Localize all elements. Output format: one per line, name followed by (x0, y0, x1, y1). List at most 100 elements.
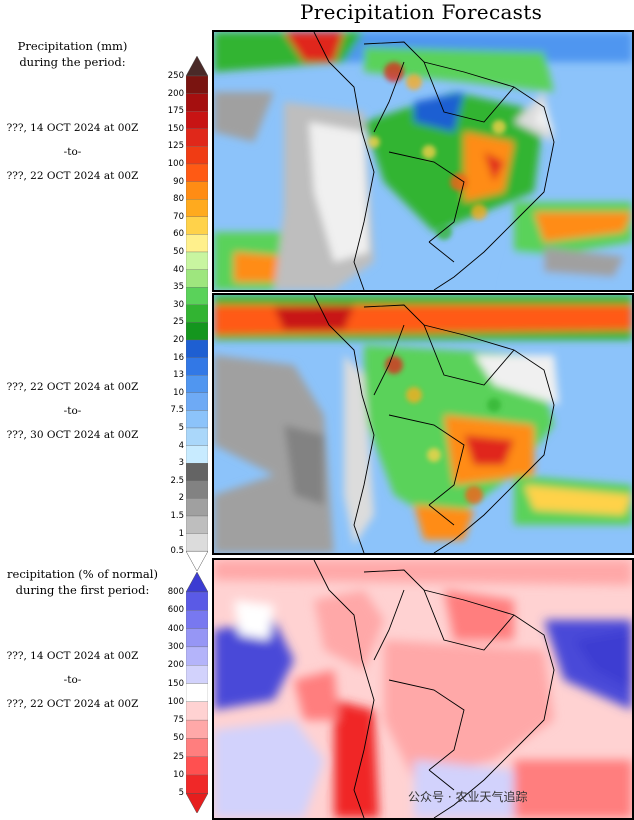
pct-bar-band (186, 756, 208, 776)
pct-bar-band (186, 738, 208, 757)
mm-bar-band (186, 427, 208, 446)
precip-map-week2 (212, 293, 634, 555)
precip-percent-normal-map (212, 558, 634, 820)
pct-legend-ticks: 800 600 400 300 200 150 100 75 50 25 10 5 (140, 0, 184, 820)
mm-tick-label: 80 (173, 194, 184, 205)
pct-bar-top-tip (186, 572, 208, 593)
precip-map-week1 (212, 30, 634, 292)
mm-bar-band (186, 339, 208, 358)
pct-tick-label: 100 (167, 696, 184, 707)
mm-bar-band (186, 322, 208, 341)
mm-tick-label: 1.5 (170, 511, 184, 521)
mm-tick-label: 25 (173, 317, 184, 328)
mm-tick-label: 200 (167, 88, 184, 99)
pct-bar-band (186, 665, 208, 684)
mm-tick-label: 30 (173, 299, 184, 310)
mm-tick-label: 125 (167, 141, 184, 152)
mm-tick-label: 13 (173, 370, 184, 381)
mm-bar-band (186, 199, 208, 217)
panel2-date-to-word: -to- (63, 405, 82, 417)
pct-tick-label: 25 (173, 751, 184, 762)
pct-bar-band (186, 591, 208, 611)
mm-bar-band (186, 269, 208, 288)
mm-bar-band (186, 533, 208, 552)
pct-bar-band (186, 646, 208, 666)
mm-bar-band (186, 234, 208, 253)
mm-bar-band (186, 463, 208, 481)
mm-legend-ticks: 250 200 175 150 125 100 90 80 70 60 50 40 35 30 25 20 16… (140, 0, 184, 820)
mm-bar-band (186, 111, 208, 129)
pct-bar-band (186, 628, 208, 648)
mm-tick-label: 2.5 (170, 475, 184, 486)
pct-tick-label: 300 (167, 641, 184, 652)
pct-tick-label: 75 (173, 715, 184, 726)
mm-bar-band (186, 480, 208, 499)
mm-bar-band (186, 357, 208, 376)
panel3-heading-line2: during the first period: (15, 583, 150, 597)
mm-tick-label: 175 (167, 106, 184, 117)
pct-tick-label: 50 (173, 733, 184, 744)
mm-tick-label: 10 (173, 387, 184, 398)
mm-bar-band (186, 498, 208, 517)
mm-bar-band (186, 216, 208, 235)
mm-bar-band (186, 251, 208, 270)
panel1-date-to-word: -to- (63, 146, 82, 158)
mm-tick-label: 5 (178, 423, 184, 433)
panel2-date-from: ???, 22 OCT 2024 at 00Z (6, 381, 139, 393)
mm-bar-band (186, 392, 208, 411)
mm-bar-band (186, 375, 208, 393)
mm-bar-band (186, 181, 208, 200)
panel2-date-to: ???, 30 OCT 2024 at 00Z (6, 429, 139, 441)
pct-bar-band (186, 683, 208, 702)
mm-tick-label: 250 (167, 71, 184, 81)
panel3-date-to: ???, 22 OCT 2024 at 00Z (6, 698, 139, 710)
panel3-heading: recipitation (% of normal) during the fi… (0, 566, 165, 598)
mm-tick-label: 16 (173, 352, 184, 363)
panel3-date-from: ???, 14 OCT 2024 at 00Z (6, 650, 139, 662)
watermark-text: 公众号 · 农业天气追踪 (408, 790, 528, 804)
pct-bar-band (186, 701, 208, 721)
panel3-date-to-word: -to- (63, 674, 82, 686)
pct-tick-label: 5 (178, 788, 184, 799)
mm-tick-label: 40 (173, 264, 184, 275)
mm-bar-band (186, 445, 208, 464)
mm-bar-band (186, 163, 208, 182)
pct-tick-label: 10 (173, 770, 184, 780)
mm-tick-label: 70 (173, 211, 184, 222)
mm-bar-band (186, 304, 208, 323)
mm-tick-label: 0.5 (170, 546, 184, 557)
mm-bar-band (186, 410, 208, 429)
panel1-heading-line1: Precipitation (mm) (17, 39, 128, 53)
mm-tick-label: 35 (173, 282, 184, 293)
mm-tick-label: 1 (178, 528, 184, 539)
pct-tick-label: 800 (167, 587, 184, 597)
mm-tick-label: 2 (178, 493, 184, 504)
mm-tick-label: 100 (167, 159, 184, 169)
mm-bar-band (186, 287, 208, 305)
mm-bar-band (186, 128, 208, 147)
panel1-heading: Precipitation (mm) during the period: (0, 38, 145, 70)
pct-tick-label: 150 (167, 678, 184, 689)
mm-tick-label: 4 (178, 440, 184, 451)
mm-bar-top-tip (186, 56, 208, 77)
mm-bar-band (186, 75, 208, 94)
pct-bar-band (186, 774, 208, 794)
mm-tick-label: 150 (167, 123, 184, 134)
page-title: Precipitation Forecasts (300, 0, 543, 24)
pct-tick-label: 600 (167, 605, 184, 616)
panel1-heading-line2: during the period: (19, 55, 126, 69)
pct-bar-band (186, 719, 208, 739)
pct-colorbar (186, 572, 208, 814)
mm-tick-label: 90 (173, 176, 184, 187)
pct-bar-bottom-tip (186, 793, 208, 814)
panel1-date-from: ???, 14 OCT 2024 at 00Z (6, 122, 139, 134)
mm-tick-label: 20 (173, 335, 184, 345)
mm-tick-label: 3 (178, 458, 184, 469)
mm-bar-bottom-tip (186, 550, 208, 572)
panel1-date-to: ???, 22 OCT 2024 at 00Z (6, 170, 139, 182)
panel3-heading-line1: recipitation (% of normal) (7, 567, 158, 581)
mm-tick-label: 7.5 (170, 405, 184, 416)
pct-tick-label: 200 (167, 660, 184, 671)
mm-bar-band (186, 515, 208, 534)
mm-bar-band (186, 93, 208, 112)
